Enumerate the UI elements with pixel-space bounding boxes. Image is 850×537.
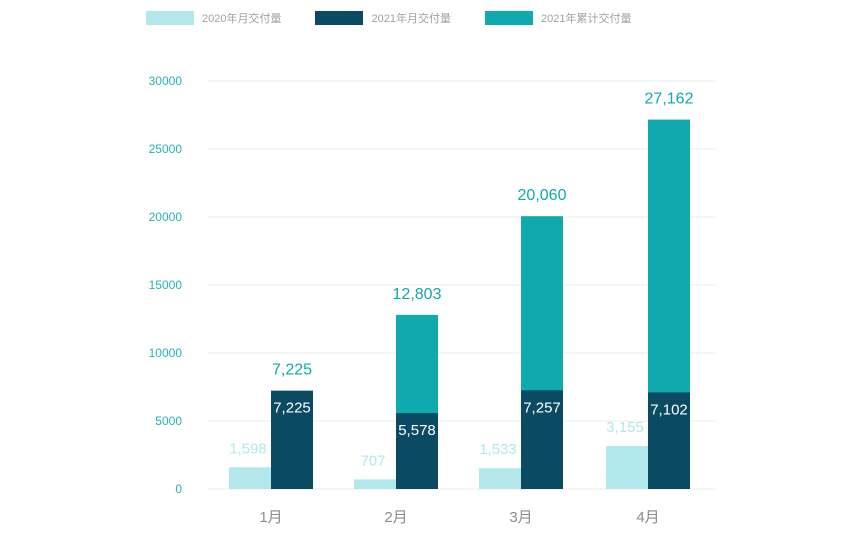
data-label-cumulative: 7,225	[272, 362, 312, 379]
y-tick-label: 0	[175, 482, 182, 496]
x-category-label: 3月	[509, 509, 532, 526]
legend-item-2020: 2020年月交付量	[146, 10, 281, 26]
legend-swatch-2020	[146, 11, 194, 25]
data-label-2021: 7,257	[523, 399, 561, 416]
legend-swatch-2021	[315, 11, 364, 25]
bar-2021	[271, 390, 313, 489]
data-label-2020: 3,155	[606, 419, 644, 436]
bar-2020	[606, 446, 648, 489]
legend-swatch-cumulative	[484, 11, 533, 25]
legend-label-2020: 2020年月交付量	[202, 13, 282, 25]
bar-2020	[479, 468, 521, 489]
x-category-label: 2月	[384, 509, 407, 526]
data-label-2021: 7,225	[273, 400, 311, 417]
data-label-2020: 1,533	[479, 441, 517, 458]
data-label-2021: 7,102	[650, 401, 688, 418]
bar-2021	[396, 413, 438, 489]
y-tick-label: 5000	[155, 414, 182, 428]
data-label-cumulative: 27,162	[645, 91, 694, 108]
bar-2020	[354, 479, 396, 489]
data-label-cumulative: 12,803	[393, 286, 442, 303]
legend-label-2021: 2021年月交付量	[371, 13, 451, 25]
x-category-label: 1月	[259, 509, 282, 526]
legend-item-2021: 2021年月交付量	[315, 10, 451, 26]
data-label-2020: 707	[360, 452, 385, 469]
y-tick-label: 10000	[149, 346, 183, 360]
bar-2020	[229, 467, 271, 489]
legend-item-cumulative: 2021年累计交付量	[484, 10, 632, 26]
bar-2021	[648, 392, 690, 489]
y-tick-label: 25000	[149, 142, 183, 156]
legend-label-cumulative: 2021年累计交付量	[540, 13, 632, 25]
y-tick-label: 20000	[149, 210, 183, 224]
data-label-cumulative: 20,060	[518, 187, 567, 204]
data-label-2021: 5,578	[398, 422, 436, 439]
legend: 2020年月交付量 2021年月交付量 2021年累计交付量	[146, 10, 631, 26]
bar-2021	[521, 390, 563, 489]
x-category-label: 4月	[636, 509, 659, 526]
y-tick-label: 15000	[149, 278, 183, 292]
data-label-2020: 1,598	[229, 440, 267, 457]
y-tick-label: 30000	[149, 74, 183, 88]
